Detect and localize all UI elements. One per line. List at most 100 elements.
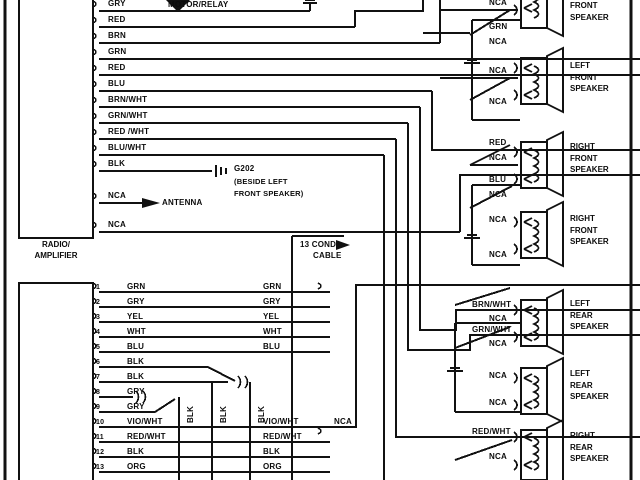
wire-label-bot-right-4: WHT bbox=[263, 327, 282, 336]
wire-label-top-4: RED bbox=[108, 63, 126, 72]
diag-4 bbox=[469, 185, 513, 209]
arrow-cable bbox=[336, 240, 350, 250]
wire-label-top-7: GRN/WHT bbox=[108, 111, 148, 120]
wire-label-top-6: BRN/WHT bbox=[108, 95, 148, 104]
speaker-1-name-line1: FRONT bbox=[570, 1, 598, 10]
speaker-3-name-line3: SPEAKER bbox=[570, 165, 609, 174]
wire-label-bot-left-3: YEL bbox=[127, 312, 144, 321]
cable-label-line1: 13 COND bbox=[300, 240, 337, 249]
wire-label-top-12: NCA bbox=[108, 220, 126, 229]
wire-label-bot-right-10: VIO/WHT bbox=[263, 417, 299, 426]
speaker-4-name-line2: FRONT bbox=[570, 225, 598, 235]
speaker-6-terminal-b-label: NCA bbox=[489, 398, 507, 407]
wire-label-bot-left-13: ORG bbox=[127, 462, 146, 471]
pin-number-4: 4 bbox=[96, 329, 101, 336]
cable-label-line2: CABLE bbox=[313, 251, 342, 260]
cable-right-pins bbox=[317, 282, 322, 435]
wire-top-1-riser bbox=[354, 0, 424, 27]
speaker-1-terminal-a-label: NCA bbox=[489, 0, 507, 7]
speaker-5-name-line3: SPEAKER bbox=[570, 322, 609, 331]
wire-label-top-0: GRY bbox=[108, 0, 126, 8]
top-splice-symbol bbox=[303, 0, 317, 11]
speaker-3-terminal-b-label: BLU bbox=[489, 175, 507, 184]
wire-label-bot-left-7: BLK bbox=[127, 372, 145, 381]
speaker-5-name-line1: LEFT bbox=[570, 299, 590, 308]
speaker-2-name-line2: FRONT bbox=[570, 72, 598, 82]
speaker-6-name-line3: SPEAKER bbox=[570, 392, 609, 401]
arrow-antenna bbox=[142, 198, 160, 208]
wire-label-vertical-blk-2: BLK bbox=[219, 405, 228, 423]
speaker-3-nca-extra: NCA bbox=[489, 153, 507, 162]
radio-amplifier-lower-box bbox=[18, 282, 94, 480]
speaker-6-name: LEFT REAR SPEAKER bbox=[570, 368, 609, 403]
speaker-symbol-6 bbox=[513, 356, 564, 424]
diag-7 bbox=[454, 439, 513, 461]
speaker-5-name-line2: REAR bbox=[570, 310, 593, 320]
speaker-3-terminal-a-label: RED bbox=[489, 138, 507, 147]
wire-label-top-10: BLK bbox=[108, 159, 126, 168]
wire-label-bot-right-11: RED/WHT bbox=[263, 432, 302, 441]
destination-motor-relay: MOTOR/RELAY bbox=[168, 0, 229, 9]
speaker-symbol-1 bbox=[513, 0, 564, 38]
pin-number-13: 13 bbox=[96, 464, 105, 471]
speaker-3-name-line1: RIGHT bbox=[570, 142, 595, 151]
speaker-5-terminal-b-label: GRN/WHT bbox=[472, 325, 512, 334]
speaker-5-name: LEFT REAR SPEAKER bbox=[570, 298, 609, 333]
ground-g202-symbol bbox=[215, 165, 227, 177]
speaker-2-name-line1: LEFT bbox=[570, 61, 590, 70]
wire-nca-tap bbox=[330, 284, 640, 428]
ground-id-label: G202 bbox=[234, 164, 255, 173]
speaker-symbol-3 bbox=[513, 130, 564, 198]
speaker-2-name-line3: SPEAKER bbox=[570, 84, 609, 93]
speaker-2-name: LEFT FRONT SPEAKER bbox=[570, 60, 609, 95]
speaker-3-name-line2: FRONT bbox=[570, 153, 598, 163]
speaker-symbol-7 bbox=[513, 418, 564, 480]
wire-label-vertical-blk-3: BLK bbox=[257, 405, 266, 423]
diag-6 bbox=[454, 326, 511, 349]
speaker-4-terminal-a-label: NCA bbox=[489, 215, 507, 224]
radio-amplifier-label-line2: AMPLIFIER bbox=[34, 251, 78, 260]
speaker-5-nca-extra-2: NCA bbox=[489, 339, 507, 348]
speaker-symbol-4 bbox=[513, 200, 564, 268]
speaker-4-name-line1: RIGHT bbox=[570, 214, 595, 223]
wire-label-bot-right-13: ORG bbox=[263, 462, 282, 471]
wire-label-bot-right-2: GRY bbox=[263, 297, 281, 306]
wire-bot-6 bbox=[99, 366, 236, 382]
bottom-connector-pins bbox=[92, 282, 97, 470]
ground-symbol-mid bbox=[464, 234, 480, 247]
wire-label-bot-right-12: BLK bbox=[263, 447, 281, 456]
wire-label-top-9: BLU/WHT bbox=[108, 143, 147, 152]
wire-label-bot-right-1: GRN bbox=[263, 282, 282, 291]
pin-number-11: 11 bbox=[96, 434, 104, 441]
speaker-4-terminal-b-label: NCA bbox=[489, 250, 507, 259]
speaker-symbol-5 bbox=[513, 288, 564, 356]
splice-symbol-67 bbox=[237, 375, 249, 389]
speaker-5-terminal-a-label: BRN/WHT bbox=[472, 300, 512, 309]
pin-number-12: 12 bbox=[96, 449, 105, 456]
splice-symbol-89 bbox=[135, 390, 147, 404]
ground-symbol-upper bbox=[464, 59, 480, 72]
wire-label-top-2: BRN bbox=[108, 31, 126, 40]
speaker-symbol-2 bbox=[513, 46, 564, 114]
wire-label-top-5: BLU bbox=[108, 79, 126, 88]
wire-label-bot-left-8: GRY bbox=[127, 387, 145, 396]
speaker-1-nca-extra: NCA bbox=[489, 37, 507, 46]
diag-3 bbox=[469, 144, 511, 166]
pin-number-3: 3 bbox=[96, 314, 101, 321]
speaker-7-name-line2: REAR bbox=[570, 442, 593, 452]
radio-amplifier-label-line1: RADIO/ bbox=[42, 240, 70, 249]
speaker-3-nca-extra-2: NCA bbox=[489, 190, 507, 199]
pin-number-5: 5 bbox=[96, 344, 101, 351]
radio-amplifier-upper-box bbox=[18, 0, 94, 239]
speaker-4-name: RIGHT FRONT SPEAKER bbox=[570, 213, 609, 248]
wire-label-bot-right-3: YEL bbox=[263, 312, 280, 321]
wire-label-bot-left-9: GRY bbox=[127, 402, 145, 411]
wire-label-top-11: NCA bbox=[108, 191, 126, 200]
top-connector-pins bbox=[92, 0, 97, 229]
speaker-1-name-line2: SPEAKER bbox=[570, 12, 609, 22]
wire-label-bot-right-5: BLU bbox=[263, 342, 281, 351]
radio-amplifier-label: RADIO/ AMPLIFIER bbox=[22, 239, 90, 261]
speaker-2-terminal-b-label: NCA bbox=[489, 97, 507, 106]
wire-bot-9 bbox=[99, 398, 176, 413]
